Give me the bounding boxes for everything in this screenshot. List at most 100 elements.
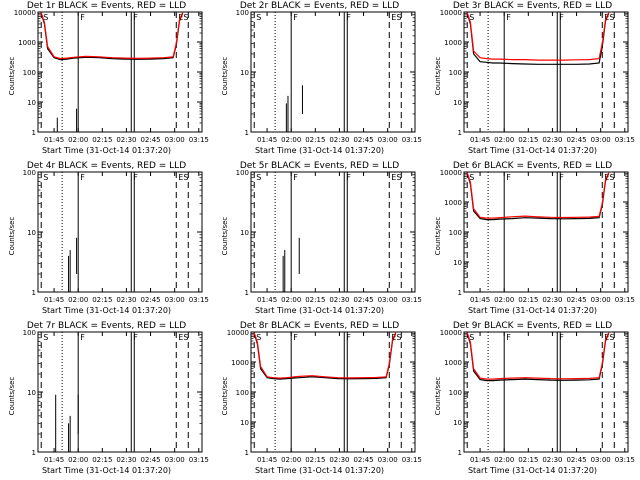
x-tick-label: 02:15 [92,296,112,304]
x-tick-label: 03:15 [402,456,422,464]
x-tick-label: 02:45 [140,296,160,304]
x-tick-label: 01:45 [257,136,277,144]
x-tick-label: 01:45 [257,296,277,304]
y-axis-label: Counts/sec [221,376,229,416]
y-axis-label: Counts/sec [8,376,16,416]
x-tick-label: 03:15 [189,456,209,464]
x-tick-label: 03:00 [378,136,398,144]
marker-label: F [80,13,85,22]
detector-panel: 1 10 100 01:45 02:00 02:15 02:30 02:45 03:00 03:1… [0,160,213,320]
x-tick-label: 02:30 [116,456,136,464]
x-tick-label: 02:30 [542,296,562,304]
x-tick-label: 03:15 [615,296,635,304]
y-tick-label: 1000 [444,39,462,47]
marker-label: ES [604,333,614,342]
y-tick-label: 10000 [227,329,249,337]
marker-label: F [80,333,85,342]
lld-series-line [40,12,184,60]
x-axis-label: Start Time (31-Oct-14 01:37:20) [41,306,172,315]
x-tick-label: 02:15 [518,136,538,144]
panel-title: Det 3r BLACK = Events, RED = LLD [452,1,613,11]
y-tick-label: 10 [240,229,249,237]
y-axis-label: Counts/sec [221,216,229,256]
y-tick-label: 100 [23,169,36,177]
x-tick-label: 02:00 [494,296,514,304]
y-tick-label: 1 [32,129,36,137]
marker-label: S [256,173,261,182]
panel-svg: 1 10 100 1000 10000 01:45 02:00 02:15 02:30 02:45… [227,329,422,464]
x-tick-label: 02:15 [518,296,538,304]
x-tick-label: 02:45 [353,456,373,464]
x-tick-label: 02:00 [68,296,88,304]
x-tick-label: 02:15 [305,136,325,144]
x-axis-label: Start Time (31-Oct-14 01:37:20) [41,146,172,155]
x-axis-label: Start Time (31-Oct-14 01:37:20) [41,466,172,475]
x-tick-label: 01:45 [44,456,64,464]
x-tick-label: 01:45 [470,456,490,464]
y-axis-label: Counts/sec [434,376,442,416]
x-tick-label: 03:15 [402,136,422,144]
y-tick-label: 10000 [440,9,462,17]
x-tick-label: 02:45 [353,296,373,304]
panel-title: Det 1r BLACK = Events, RED = LLD [26,1,187,11]
detector-panel: 1 10 100 01:45 02:00 02:15 02:30 02:45 03:00 03:1… [213,0,426,160]
x-tick-label: 02:15 [92,456,112,464]
marker-label: ES [178,13,188,22]
y-tick-label: 1 [245,289,249,297]
marker-label: F [506,13,511,22]
y-tick-label: 1 [458,449,462,457]
y-tick-label: 1000 [444,359,462,367]
x-axis-label: Start Time (31-Oct-14 01:37:20) [254,306,385,315]
y-axis-label: Counts/sec [221,56,229,96]
detector-panel: 1 10 100 01:45 02:00 02:15 02:30 02:45 03:00 03:1… [213,160,426,320]
marker-label: F [293,333,298,342]
marker-label: F [559,173,564,182]
detector-panel: 1 10 100 1000 10000 01:45 02:00 02:15 02:30 02:45… [213,320,426,480]
detector-panel: 1 10 100 1000 10000 01:45 02:00 02:15 02:30 02:45… [0,0,213,160]
x-tick-label: 02:45 [566,456,586,464]
panel-svg: 1 10 100 1000 10000 01:45 02:00 02:15 02:30 02:45… [14,9,209,144]
y-tick-label: 10 [27,229,36,237]
x-tick-label: 03:00 [591,136,611,144]
detector-panel: 1 10 100 01:45 02:00 02:15 02:30 02:45 03:00 03:1… [0,320,213,480]
x-tick-label: 02:15 [92,136,112,144]
panel-title: Det 8r BLACK = Events, RED = LLD [239,321,400,331]
x-tick-label: 03:15 [402,296,422,304]
y-tick-label: 1000 [231,359,249,367]
detector-panel: 1 10 100 1000 10000 01:45 02:00 02:15 02:30 02:45… [426,0,639,160]
x-axis-label: Start Time (31-Oct-14 01:37:20) [467,146,598,155]
y-axis-label: Counts/sec [8,216,16,256]
y-tick-label: 10000 [14,9,36,17]
y-tick-label: 100 [23,329,36,337]
marker-label: S [469,333,474,342]
y-axis-label: Counts/sec [434,216,442,256]
x-tick-label: 01:45 [257,456,277,464]
marker-label: S [43,173,48,182]
x-axis-label: Start Time (31-Oct-14 01:37:20) [254,466,385,475]
y-tick-label: 100 [449,69,462,77]
marker-label: F [559,333,564,342]
x-tick-label: 02:30 [329,456,349,464]
x-tick-label: 03:15 [189,136,209,144]
x-tick-label: 02:00 [281,456,301,464]
marker-label: ES [604,173,614,182]
marker-label: F [559,13,564,22]
marker-label: ES [178,173,188,182]
marker-label: F [346,333,351,342]
x-tick-label: 03:00 [165,296,185,304]
y-tick-label: 100 [449,229,462,237]
x-tick-label: 02:30 [329,136,349,144]
x-tick-label: 02:00 [68,456,88,464]
marker-label: F [346,13,351,22]
marker-label: S [256,13,261,22]
x-tick-label: 02:00 [281,136,301,144]
panel-title: Det 2r BLACK = Events, RED = LLD [239,1,400,11]
lld-series-line [466,172,610,219]
panel-title: Det 5r BLACK = Events, RED = LLD [239,161,400,171]
detector-panel: 1 10 100 1000 10000 01:45 02:00 02:15 02:30 02:45… [426,160,639,320]
y-tick-label: 10000 [440,169,462,177]
marker-label: ES [391,13,401,22]
y-tick-label: 100 [449,389,462,397]
x-tick-label: 02:00 [494,456,514,464]
